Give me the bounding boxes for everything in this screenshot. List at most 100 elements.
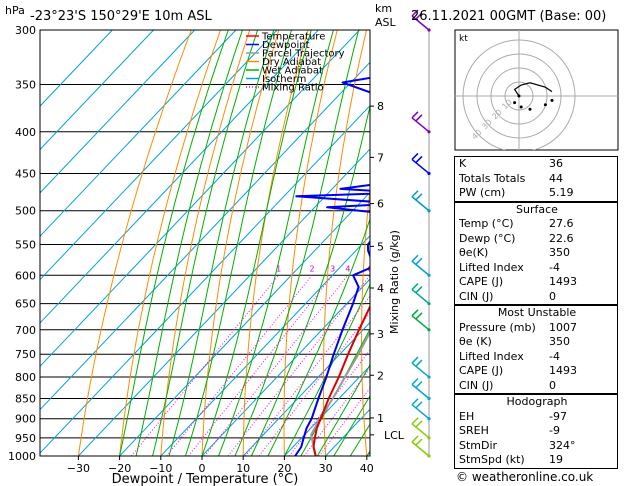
index-value: 36 <box>549 157 563 170</box>
isotherm-line <box>40 30 154 151</box>
index-label: EH <box>459 409 475 423</box>
height-tick-label: 4 <box>377 282 384 295</box>
wet-adiabat-line <box>185 30 292 456</box>
index-label: Lifted Index <box>459 349 524 363</box>
index-value: 19 <box>549 453 563 466</box>
pressure-tick-label: 900 <box>15 413 36 426</box>
isotherm-line <box>40 61 370 411</box>
pressure-tick-label: 600 <box>15 269 36 282</box>
height-tick-label: 5 <box>377 240 384 253</box>
mixing-ratio-label: 2 <box>310 264 315 273</box>
index-value: 44 <box>549 171 563 185</box>
index-value: -4 <box>549 349 560 363</box>
index-value: 22.6 <box>549 231 574 245</box>
index-value: 0 <box>549 289 556 303</box>
wet-adiabat-line <box>283 283 370 456</box>
hodograph-point <box>550 98 554 102</box>
credit-text[interactable]: © weatheronline.co.uk <box>456 470 594 484</box>
pressure-tick-label: 450 <box>15 167 36 180</box>
x-tick-label: 10 <box>236 462 250 475</box>
asl-label: ASL <box>375 16 397 29</box>
index-value: 1493 <box>549 364 577 377</box>
series-temperature-line <box>312 304 370 456</box>
wet-adiabat-line <box>168 30 275 456</box>
index-row: CIN (J) 0 <box>455 290 619 305</box>
wet-adiabat-line <box>250 104 370 456</box>
wet-adiabat-line <box>135 30 243 456</box>
index-value: 350 <box>549 335 570 348</box>
surface-box: Surface Temp (°C) 27.6 Dewp (°C) 22.6 θe(K) 3… <box>454 201 619 305</box>
isotherm-line <box>40 104 370 454</box>
index-row: Totals Totals 44 <box>455 172 619 187</box>
pressure-tick-label: 500 <box>15 205 36 218</box>
datetime-title: 26.11.2021 00GMT (Base: 00) <box>411 9 606 24</box>
index-value: 1007 <box>549 320 577 334</box>
index-row: Lifted Index -4 <box>455 350 619 365</box>
x-tick-label: −10 <box>149 462 172 475</box>
isotherm-line <box>78 148 370 456</box>
x-axis-title: Dewpoint / Temperature (°C) <box>112 472 299 486</box>
index-label: CAPE (J) <box>459 275 504 288</box>
index-value: 324° <box>549 438 576 452</box>
isotherm-line <box>242 321 370 456</box>
wind-barb <box>411 190 431 213</box>
indices-top-box: K 36 Totals Totals 44 PW (cm) 5.19 <box>454 156 618 202</box>
index-row: StmDir 324° <box>455 439 619 454</box>
height-tick-label: 6 <box>377 198 384 211</box>
index-label: Totals Totals <box>459 171 526 185</box>
index-value: -97 <box>549 409 567 423</box>
index-row: Dewp (°C) 22.6 <box>455 232 619 247</box>
legend-label: Parcel Trajectory <box>262 49 345 60</box>
height-tick-label: LCL <box>384 429 405 442</box>
pressure-tick-label: 1000 <box>8 450 36 463</box>
y-axis-title-mixing-ratio: Mixing Ratio (g/kg) <box>388 230 401 334</box>
x-tick-label: 30 <box>319 462 333 475</box>
index-label: CAPE (J) <box>459 364 504 377</box>
legend-label: Dewpoint <box>262 40 310 51</box>
isotherm-line <box>201 278 370 456</box>
wet-adiabat-line <box>300 327 370 456</box>
x-tick-label: 20 <box>277 462 291 475</box>
most-unstable-title: Most Unstable <box>497 306 577 319</box>
wet-adiabat-line <box>119 30 229 456</box>
pressure-tick-label: 950 <box>15 432 36 445</box>
mixing-ratio-line <box>318 387 370 456</box>
mixing-ratio-line <box>166 274 313 456</box>
mixing-ratio-line <box>258 312 370 456</box>
index-label: CIN (J) <box>459 378 494 392</box>
hodograph-point <box>543 103 547 107</box>
hodograph-point <box>528 107 532 111</box>
index-row: SREH -9 <box>455 424 619 439</box>
skewt-axes: 3003504004505005506006507007508008509009… <box>8 24 405 475</box>
wind-barb <box>411 356 431 379</box>
isotherm-line <box>40 30 237 237</box>
wind-barb <box>411 254 431 277</box>
wind-barb <box>411 9 431 32</box>
pressure-tick-label: 700 <box>15 324 36 337</box>
mixing-ratio-line <box>188 274 334 456</box>
pressure-tick-label: 800 <box>15 371 36 384</box>
index-label: StmSpd (kt) <box>459 453 525 466</box>
pressure-tick-label: 550 <box>15 238 36 251</box>
index-row: K 36 <box>455 157 619 172</box>
index-row: CAPE (J) 1493 <box>455 275 619 290</box>
pressure-tick-label: 350 <box>15 79 36 92</box>
index-value: -4 <box>549 260 560 274</box>
hodograph-title: Hodograph <box>506 395 568 408</box>
index-label: Dewp (°C) <box>459 231 516 245</box>
x-tick-label: −20 <box>108 462 131 475</box>
hodograph-box: Hodograph EH -97 SREH -9 StmDir 324° StmSpd (k… <box>454 394 618 469</box>
height-tick-label: 8 <box>377 100 384 113</box>
dry-adiabat-line <box>242 30 309 456</box>
skewt-grid: 1 2 3 4 6 8 10 16 20 25 <box>40 30 370 456</box>
index-label: Pressure (mb) <box>459 320 536 334</box>
index-value: 350 <box>549 246 570 259</box>
wet-adiabat-line <box>218 30 334 456</box>
most-unstable-box: Most Unstable Pressure (mb) 1007 θe (K) 350… <box>454 305 618 394</box>
hodograph-point <box>513 101 517 105</box>
hpa-label: hPa <box>5 4 25 17</box>
wet-adiabat-line <box>316 363 370 456</box>
wind-barb <box>411 417 431 440</box>
index-label: θe(K) <box>459 246 489 259</box>
